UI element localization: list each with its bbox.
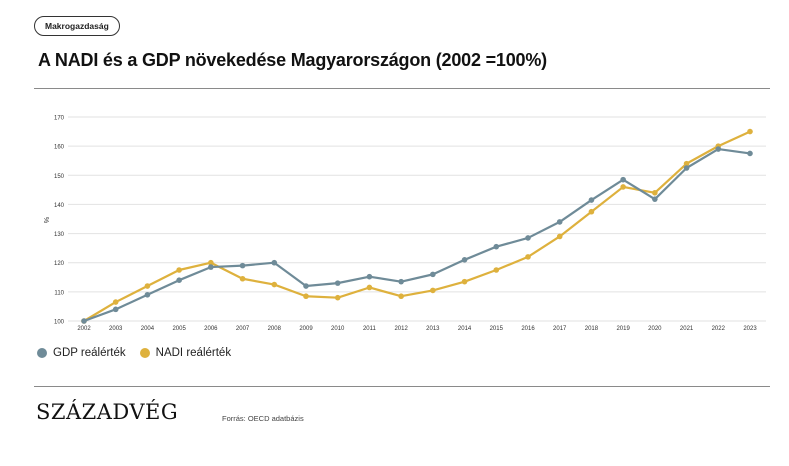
data-point — [525, 254, 531, 260]
x-tick-label: 2017 — [553, 326, 567, 332]
x-tick-label: 2004 — [141, 326, 155, 332]
data-point — [398, 293, 404, 300]
data-point — [715, 146, 722, 152]
data-point — [430, 287, 436, 294]
x-tick-label: 2023 — [743, 326, 757, 332]
data-point — [525, 235, 531, 241]
series-line — [83, 147, 751, 323]
data-point — [239, 275, 246, 282]
series-layer — [81, 128, 753, 324]
data-point — [303, 293, 309, 300]
data-point — [112, 306, 119, 313]
legend-label-nadi: NADI reálérték — [155, 347, 232, 359]
data-point — [271, 281, 278, 288]
data-point — [556, 219, 563, 225]
data-point — [683, 160, 690, 167]
data-point — [144, 283, 151, 289]
data-point — [747, 128, 753, 135]
data-point — [208, 259, 214, 266]
top-divider — [34, 88, 770, 89]
data-point — [303, 283, 309, 289]
data-point — [493, 243, 500, 250]
data-point — [620, 176, 626, 183]
x-tick-label: 2007 — [236, 326, 250, 332]
data-point — [176, 277, 182, 284]
legend-swatch-gdp — [37, 348, 47, 358]
data-point — [366, 273, 373, 280]
data-point — [430, 271, 436, 278]
y-tick-label: 100 — [54, 320, 65, 326]
data-point — [112, 299, 119, 305]
data-point — [239, 262, 246, 269]
data-point — [652, 196, 658, 202]
x-tick-label: 2016 — [521, 326, 535, 332]
data-point — [176, 267, 182, 273]
x-tick-label: 2003 — [109, 326, 123, 332]
y-axis-label: % — [42, 217, 49, 223]
y-tick-label: 140 — [54, 203, 65, 209]
axis-ticks: 100 110 120 130 140 150 160 170 2002 2003 2004 2005… — [54, 116, 757, 333]
data-point — [208, 264, 214, 270]
data-point — [652, 189, 658, 196]
x-tick-label: 2015 — [490, 326, 504, 332]
series-nadi — [81, 128, 753, 324]
data-point — [588, 197, 595, 203]
y-tick-label: 170 — [54, 116, 65, 122]
x-tick-label: 2020 — [648, 326, 662, 332]
x-tick-label: 2012 — [394, 326, 408, 332]
y-tick-label: 130 — [54, 232, 65, 238]
x-tick-label: 2018 — [585, 326, 599, 332]
data-point — [493, 267, 500, 273]
bottom-divider — [34, 386, 770, 387]
data-point — [81, 318, 87, 324]
data-point — [620, 184, 626, 190]
data-point — [683, 165, 690, 171]
line-chart: 100 110 120 130 140 150 160 170 2002 2003 2004 2005… — [42, 116, 766, 333]
x-tick-label: 2022 — [712, 326, 726, 332]
x-tick-label: 2008 — [268, 326, 282, 332]
x-tick-label: 2002 — [77, 326, 91, 332]
grid-lines — [68, 116, 766, 322]
x-tick-label: 2011 — [363, 326, 377, 332]
chart-title: A NADI és a GDP növekedése Magyarországo… — [38, 50, 547, 70]
y-tick-label: 160 — [54, 145, 65, 151]
data-point — [461, 257, 468, 263]
x-tick-label: 2013 — [426, 326, 440, 332]
data-point — [556, 233, 563, 240]
data-point — [271, 259, 278, 266]
data-point — [747, 150, 753, 157]
x-tick-label: 2021 — [680, 326, 694, 332]
legend: GDP reálérték NADI reálérték — [37, 347, 245, 359]
legend-label-gdp: GDP reálérték — [53, 347, 126, 359]
source-note: Forrás: OECD adatbázis — [222, 414, 304, 423]
x-tick-label: 2014 — [458, 326, 472, 332]
data-point — [588, 208, 595, 215]
data-point — [334, 294, 341, 301]
data-point — [398, 278, 404, 285]
x-tick-label: 2019 — [616, 326, 630, 332]
data-point — [144, 291, 151, 298]
y-tick-label: 150 — [54, 174, 65, 180]
x-tick-label: 2010 — [331, 326, 345, 332]
series-gdp — [81, 146, 753, 324]
data-point — [334, 280, 341, 286]
legend-swatch-nadi — [139, 348, 150, 358]
y-tick-label: 110 — [54, 290, 64, 296]
legend-item-nadi: NADI reálérték — [139, 347, 232, 359]
x-tick-label: 2005 — [172, 326, 186, 332]
data-point — [366, 284, 373, 291]
legend-item-gdp: GDP reálérték — [37, 347, 126, 359]
category-tag: Makrogazdaság — [34, 16, 120, 36]
x-tick-label: 2009 — [299, 326, 313, 332]
x-tick-label: 2006 — [204, 326, 218, 332]
data-point — [461, 278, 468, 285]
publisher-logo: SZÁZADVÉG — [36, 400, 179, 424]
series-line — [83, 130, 751, 322]
y-tick-label: 120 — [54, 261, 65, 267]
